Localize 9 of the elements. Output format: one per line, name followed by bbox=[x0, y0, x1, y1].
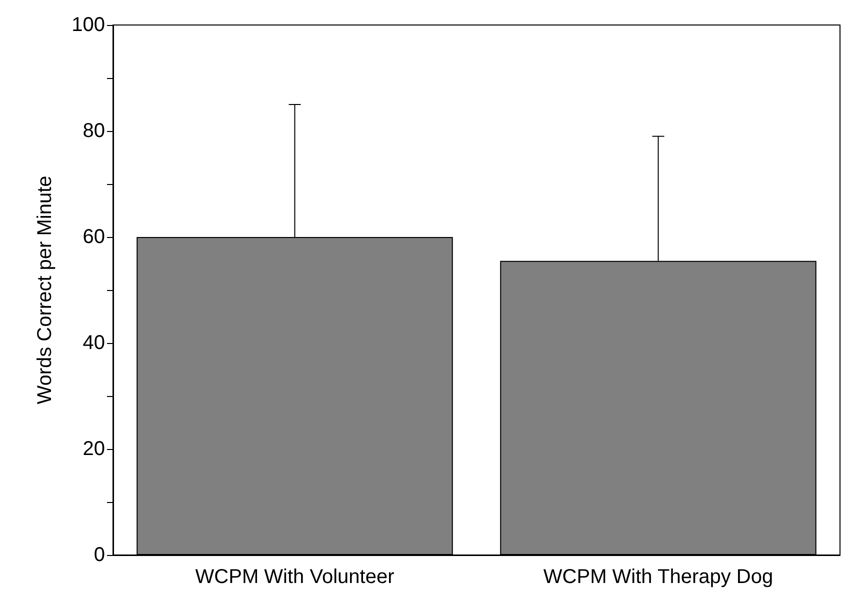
y-tick-label: 20 bbox=[82, 438, 105, 460]
y-tick-label: 0 bbox=[94, 544, 105, 566]
y-tick-label: 40 bbox=[82, 332, 105, 354]
y-tick-label: 60 bbox=[82, 226, 105, 248]
y-tick-label: 100 bbox=[72, 14, 105, 36]
y-tick-label: 80 bbox=[82, 120, 105, 142]
x-tick-label: WCPM With Volunteer bbox=[195, 566, 395, 588]
x-tick-label: WCPM With Therapy Dog bbox=[543, 566, 774, 588]
y-axis-title: Words Correct per Minute bbox=[34, 176, 56, 404]
